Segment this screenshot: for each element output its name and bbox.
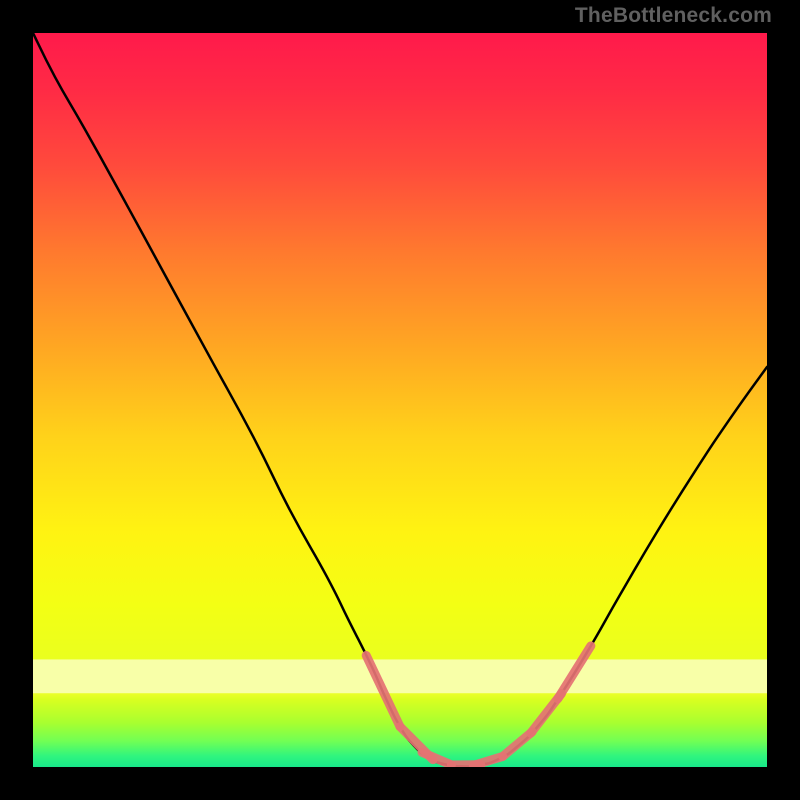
curve-markers (366, 646, 591, 766)
bottleneck-curve (33, 33, 767, 767)
attribution-text: TheBottleneck.com (575, 4, 772, 28)
chart-frame: TheBottleneck.com (0, 0, 800, 800)
plot-area (33, 33, 767, 767)
